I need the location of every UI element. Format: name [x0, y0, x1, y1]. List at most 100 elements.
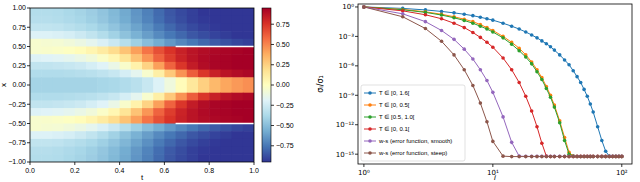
heatmap-cell — [97, 39, 109, 47]
heatmap-cell — [120, 23, 132, 31]
x-tick — [492, 164, 493, 167]
heatmap-cell — [86, 131, 98, 139]
series-marker — [596, 155, 600, 159]
heatmap-cell — [142, 54, 154, 62]
heatmap-cell — [232, 62, 244, 70]
heatmap-cell — [153, 23, 165, 31]
series-marker — [524, 55, 528, 59]
heatmap-cell — [243, 85, 254, 93]
heatmap-cell — [108, 116, 120, 124]
series-marker — [471, 14, 475, 18]
heatmap-cell — [176, 139, 188, 147]
heatmap-cell — [243, 77, 254, 85]
heatmap-cell — [153, 139, 165, 147]
heatmap-cell — [243, 131, 254, 139]
heatmap-cell — [209, 54, 221, 62]
series-marker — [462, 68, 466, 72]
y-tick — [355, 124, 358, 125]
heatmap-cell — [120, 8, 132, 16]
heatmap-cell — [220, 70, 232, 78]
series-marker — [471, 57, 475, 61]
heatmap-cell — [198, 85, 210, 93]
axes-frame — [30, 8, 254, 162]
heatmap-cells — [30, 8, 254, 162]
y-tick — [27, 142, 30, 143]
colorbar-tick-label: 0.50 — [276, 41, 290, 48]
series-marker — [620, 155, 624, 159]
heatmap-cell — [120, 62, 132, 70]
series-marker — [479, 36, 483, 40]
heatmap-cell — [75, 70, 87, 78]
heatmap-cell — [220, 93, 232, 101]
heatmap-cell — [30, 16, 42, 24]
y-tick-label: 10⁻⁹ — [339, 92, 355, 100]
series-marker — [545, 155, 549, 159]
heatmap-cell — [142, 93, 154, 101]
heatmap-cell — [176, 85, 188, 93]
heatmap-cell — [176, 131, 188, 139]
heatmap-cell — [64, 31, 76, 39]
series-marker — [579, 155, 583, 159]
heatmap-cell — [97, 54, 109, 62]
heatmap-cell — [108, 23, 120, 31]
heatmap-cell — [243, 62, 254, 70]
heatmap-cell — [142, 139, 154, 147]
series-marker — [591, 154, 595, 158]
heatmap-cell — [131, 8, 143, 16]
heatmap-cell — [220, 85, 232, 93]
y-axis-label: x — [0, 83, 8, 87]
y-tick — [355, 95, 358, 96]
y-tick — [355, 65, 358, 66]
heatmap-cell — [86, 100, 98, 108]
legend-marker — [368, 139, 372, 143]
colorbar-tick-label: −0.50 — [276, 122, 294, 129]
x-tick-label: 10¹ — [487, 169, 499, 177]
heatmap-cell — [209, 139, 221, 147]
series-marker — [596, 154, 600, 158]
heatmap-cell — [108, 77, 120, 85]
heatmap-cell — [41, 70, 53, 78]
y-tick-label: 10⁻³ — [339, 33, 355, 41]
y-tick-label: 10⁻¹⁵ — [336, 151, 354, 159]
heatmap-cell — [164, 124, 176, 132]
heatmap-cell — [41, 23, 53, 31]
heatmap-cell — [52, 124, 64, 132]
heatmap-cell — [164, 39, 176, 47]
heatmap-cell — [187, 124, 199, 132]
heatmap-cell — [209, 108, 221, 116]
heatmap-cell — [243, 124, 254, 132]
heatmap-cell — [52, 8, 64, 16]
heatmap-cell — [108, 8, 120, 16]
colorbar-tick — [271, 125, 274, 126]
heatmap-cell — [176, 70, 188, 78]
heatmap-cell — [120, 85, 132, 93]
series-marker — [579, 155, 583, 159]
y-tick-label: −1.00 — [8, 158, 26, 165]
heatmap-cell — [243, 93, 254, 101]
heatmap-cell — [232, 54, 244, 62]
y-tick — [355, 154, 358, 155]
heatmap-cell — [97, 85, 109, 93]
heatmap-cell — [142, 124, 154, 132]
heatmap-cell — [153, 77, 165, 85]
series-marker — [604, 155, 608, 159]
x-tick — [164, 162, 165, 165]
series-marker — [545, 87, 549, 91]
heatmap-cell — [86, 39, 98, 47]
heatmap-cell — [75, 93, 87, 101]
series-marker — [501, 115, 505, 119]
heatmap-cell — [198, 139, 210, 147]
series-marker — [452, 16, 456, 20]
x-tick-label: 1.0 — [249, 167, 259, 174]
heatmap-cell — [131, 70, 143, 78]
heatmap-cell — [108, 47, 120, 55]
heatmap-cell — [52, 70, 64, 78]
heatmap-cell — [176, 31, 188, 39]
heatmap-cell — [164, 139, 176, 147]
series-marker — [517, 81, 521, 85]
colorbar-tick-label: −0.75 — [276, 142, 294, 149]
heatmap-cell — [209, 85, 221, 93]
series-marker — [558, 53, 562, 57]
heatmap-cell — [120, 108, 132, 116]
heatmap-cell — [75, 47, 87, 55]
